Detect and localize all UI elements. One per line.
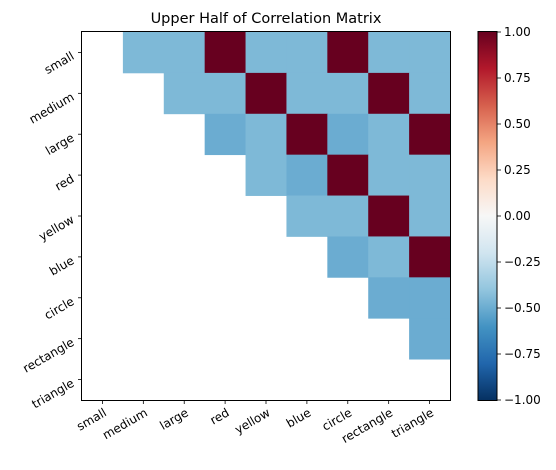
heatmap-cell	[286, 32, 328, 74]
colorbar-tick-label: 0.00	[504, 209, 531, 223]
colorbar-ticks: −1.00 −0.75 −0.50 −0.25 0.00 0.25 0.50 0.75 1.00	[497, 25, 541, 407]
heatmap-cell	[327, 113, 369, 156]
heatmap-cell	[368, 72, 410, 115]
heatmap-cell	[163, 32, 206, 74]
heatmap-cell	[409, 72, 451, 115]
heatmap-cell	[286, 195, 328, 237]
colorbar-tick-label: 0.75	[504, 71, 531, 85]
heatmap-cell	[409, 236, 451, 278]
x-tick-label: medium	[100, 405, 150, 442]
x-tick-label: large	[157, 405, 190, 432]
heatmap-cell	[122, 32, 165, 74]
y-tick-label: medium	[27, 90, 77, 127]
heatmap-cell	[245, 154, 287, 196]
heatmap-cell	[204, 32, 246, 74]
x-tick-label: triangle	[389, 405, 436, 440]
heatmap-cell	[327, 154, 369, 196]
heatmap-cell	[245, 32, 287, 74]
heatmap-cell	[368, 113, 410, 156]
heatmap-cell	[327, 236, 369, 278]
y-axis-ticks: small medium large red yellow blue circle recta…	[20, 49, 82, 411]
y-tick-label: blue	[47, 253, 76, 278]
heatmap-cell	[409, 195, 451, 237]
colorbar-tick-label: −0.25	[504, 255, 541, 269]
heatmap-cell	[409, 318, 451, 360]
heatmap-cell	[286, 72, 328, 115]
heatmap-cell	[163, 72, 206, 115]
y-tick-label: triangle	[29, 376, 76, 411]
heatmap-cell	[327, 195, 369, 237]
heatmap-cell	[368, 32, 410, 74]
y-tick-label: small	[42, 49, 77, 77]
heatmap-cell	[286, 154, 328, 196]
heatmap-cell	[327, 32, 369, 74]
y-tick-label: rectangle	[20, 335, 76, 375]
heatmap-cell	[368, 195, 410, 237]
heatmap-cell	[204, 72, 246, 115]
colorbar-tick-label: −0.50	[504, 301, 541, 315]
y-tick-label: yellow	[36, 212, 76, 243]
heatmap-cell	[245, 113, 287, 156]
x-tick-label: yellow	[232, 405, 272, 436]
heatmap-cell	[327, 72, 369, 115]
heatmap-cell	[245, 72, 287, 115]
heatmap-cell	[368, 277, 410, 319]
colorbar-tick-label: 1.00	[504, 25, 531, 39]
heatmap-cell	[368, 154, 410, 196]
heatmap-cell	[409, 277, 451, 319]
heatmap-cells	[122, 32, 451, 360]
heatmap-cell	[204, 113, 246, 156]
y-tick-label: red	[52, 172, 76, 194]
colorbar	[477, 31, 498, 401]
heatmap-cell	[368, 236, 410, 278]
colorbar-tick-label: −0.75	[504, 347, 541, 361]
x-tick-label: blue	[284, 405, 313, 430]
heatmap-cell	[409, 32, 451, 74]
heatmap-cell	[409, 113, 451, 156]
heatmap-cell	[286, 113, 328, 156]
colorbar-tick-label: −1.00	[504, 393, 541, 407]
chart-title: Upper Half of Correlation Matrix	[151, 11, 382, 27]
heatmap-cell	[409, 154, 451, 196]
y-tick-label: large	[43, 131, 76, 158]
colorbar-tick-label: 0.25	[504, 163, 531, 177]
y-tick-label: circle	[42, 294, 77, 322]
colorbar-tick-label: 0.50	[504, 117, 531, 131]
x-tick-label: red	[208, 405, 232, 427]
